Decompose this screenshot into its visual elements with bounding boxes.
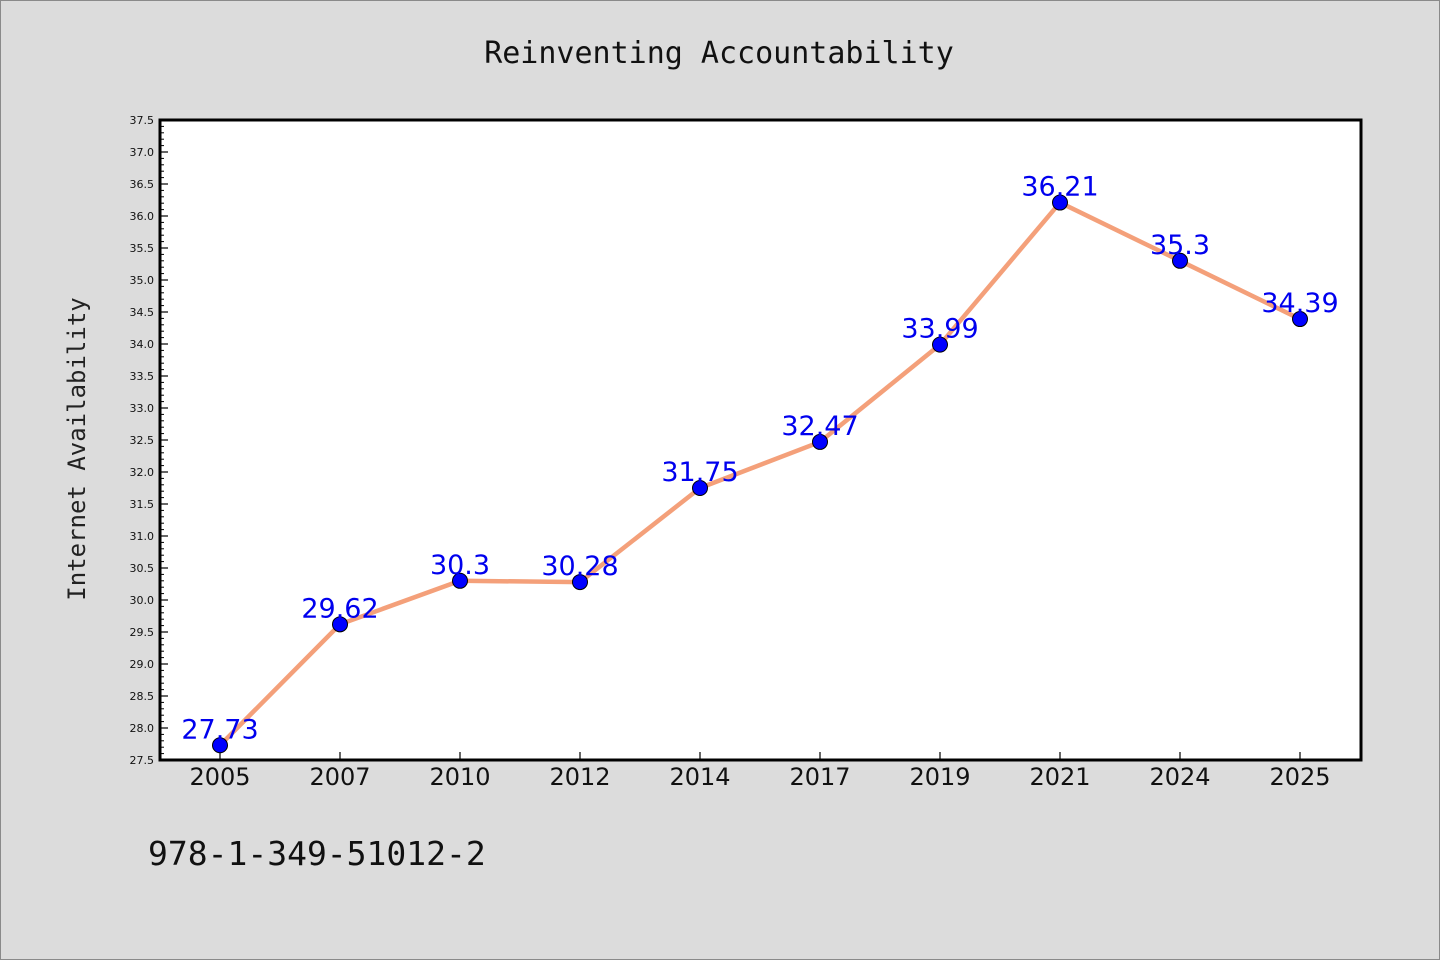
- x-tick-label: 2005: [189, 763, 250, 791]
- data-point: [932, 336, 948, 353]
- y-axis-label: Internet Availability: [63, 297, 91, 600]
- y-tick-label: 35.0: [130, 274, 155, 287]
- footer-code: 978-1-349-51012-2: [148, 834, 486, 873]
- data-label: 31.75: [661, 457, 738, 488]
- data-point: [332, 616, 348, 633]
- y-tick-label: 31.0: [130, 530, 155, 543]
- data-point: [1052, 194, 1068, 211]
- x-tick-label: 2014: [669, 763, 730, 791]
- y-tick-label: 34.0: [130, 338, 155, 351]
- data-label: 27.73: [181, 714, 258, 745]
- x-tick-label: 2024: [1149, 763, 1210, 791]
- x-axis-ticks: 2005 2007 2010 2012 2014 2017 2019 2021 2024 2025: [189, 752, 1331, 791]
- y-tick-label: 33.5: [130, 370, 155, 383]
- data-label: 35.3: [1150, 230, 1210, 261]
- x-tick-label: 2021: [1029, 763, 1090, 791]
- series-layer: [212, 194, 1308, 754]
- y-tick-label: 28.0: [130, 722, 155, 735]
- data-label: 32.47: [781, 411, 858, 442]
- x-tick-label: 2017: [789, 763, 850, 791]
- y-axis-ticks: 27.5 28.0 28.5 29.0 29.5 30.0 30.5 31.0 31.5 32.0…: [130, 114, 168, 767]
- y-tick-label: 36.0: [130, 210, 155, 223]
- x-tick-label: 2019: [909, 763, 970, 791]
- y-tick-label: 30.0: [130, 594, 155, 607]
- x-tick-label: 2025: [1269, 763, 1330, 791]
- y-tick-label: 32.0: [130, 466, 155, 479]
- data-label: 36.21: [1021, 172, 1098, 203]
- y-tick-label: 35.5: [130, 242, 155, 255]
- y-tick-label: 32.5: [130, 434, 155, 447]
- data-label: 34.39: [1261, 288, 1338, 319]
- y-tick-label: 27.5: [130, 754, 155, 767]
- data-label: 29.62: [301, 593, 378, 624]
- y-tick-label: 37.5: [130, 114, 155, 127]
- y-tick-label: 36.5: [130, 178, 155, 191]
- y-tick-label: 29.5: [130, 626, 155, 639]
- y-tick-label: 34.5: [130, 306, 155, 319]
- y-tick-label: 28.5: [130, 690, 155, 703]
- y-tick-label: 31.5: [130, 498, 155, 511]
- data-labels: 27.73 29.62 30.3 30.28 31.75 32.47 33.99 36.21 3…: [181, 172, 1338, 746]
- plot-area: [158, 118, 1363, 762]
- x-tick-label: 2007: [309, 763, 370, 791]
- y-tick-label: 37.0: [130, 146, 155, 159]
- data-point: [212, 737, 228, 754]
- data-label: 30.28: [541, 551, 618, 582]
- data-point: [452, 572, 468, 589]
- y-tick-label: 30.5: [130, 562, 155, 575]
- y-tick-label: 33.0: [130, 402, 155, 415]
- data-label: 33.99: [901, 314, 978, 345]
- series-line: [217, 200, 1303, 748]
- x-tick-label: 2010: [429, 763, 490, 791]
- data-point: [572, 574, 588, 591]
- data-point: [1172, 252, 1188, 269]
- chart-title: Reinventing Accountability: [484, 36, 954, 71]
- data-label: 30.3: [430, 550, 490, 581]
- data-point: [692, 480, 708, 496]
- y-tick-label: 29.0: [130, 658, 155, 671]
- data-point: [1292, 311, 1308, 328]
- data-point: [812, 433, 828, 450]
- x-tick-label: 2012: [549, 763, 610, 791]
